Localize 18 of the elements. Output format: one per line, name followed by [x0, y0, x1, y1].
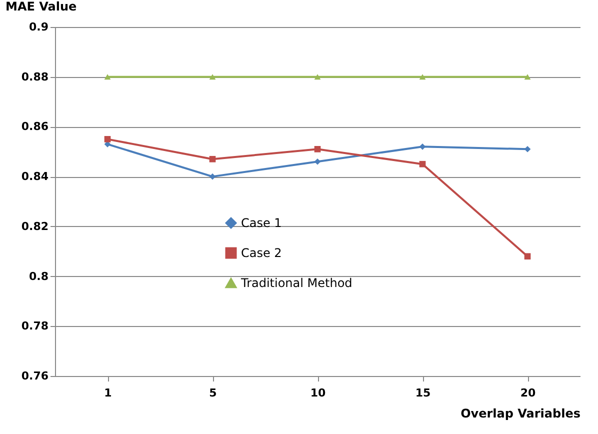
y-tick-label: 0.84 — [21, 170, 49, 184]
x-axis-title: Overlap Variables — [460, 406, 580, 420]
y-axis-title: MAE Value — [6, 0, 77, 14]
x-tick-label: 1 — [104, 386, 112, 400]
legend-label: Case 1 — [241, 216, 282, 230]
x-tick-label: 10 — [310, 386, 326, 400]
y-tick-label: 0.88 — [21, 70, 48, 84]
legend-label: Traditional Method — [240, 276, 352, 290]
x-tick-label: 20 — [520, 386, 536, 400]
y-tick-label: 0.8 — [29, 270, 48, 283]
y-tick-label: 0.82 — [21, 220, 48, 233]
y-tick-label: 0.76 — [21, 370, 49, 382]
x-tick-label: 5 — [209, 386, 217, 400]
x-tick-label: 15 — [415, 386, 431, 400]
y-tick-label: 0.9 — [29, 20, 48, 34]
y-tick-label: 0.86 — [21, 120, 49, 134]
legend-label: Case 2 — [241, 246, 282, 260]
y-tick-label: 0.78 — [21, 320, 48, 333]
